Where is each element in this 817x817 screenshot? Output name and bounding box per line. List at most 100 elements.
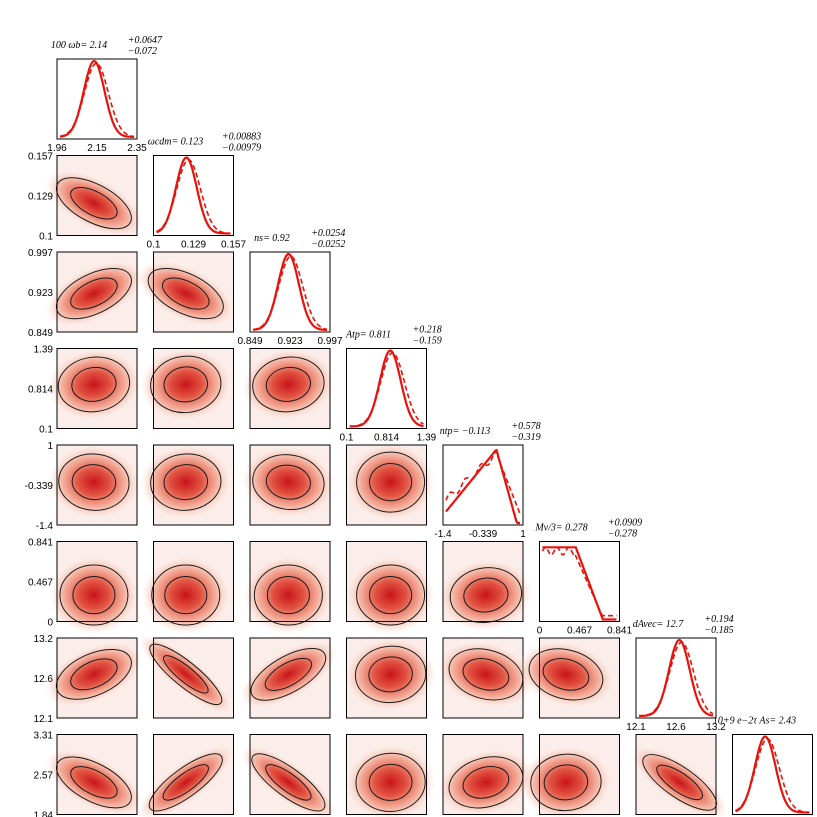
xtick-n_tp-diag-2: 1 [520, 529, 526, 540]
joint-contour-1-n_tp-M_nu [449, 567, 523, 623]
joint-contour-1-n_s-M_nu [253, 564, 323, 626]
joint-fill-n_tp-A_s [438, 749, 534, 816]
ytick-d_A-2: 13.2 [34, 634, 54, 645]
joint-fill-A_tp-M_nu [346, 556, 435, 635]
xtick-n_s-diag-0: 0.849 [237, 336, 262, 347]
joint-contour-1-omega_cdm-n_tp [150, 453, 222, 511]
marginal-curve-dashed-A_tp [349, 351, 424, 428]
joint-fill-M_nu-A_s [520, 745, 612, 817]
joint-fill-omega_cdm-n_s [137, 260, 235, 327]
joint-contour-2-A_tp-M_nu [369, 575, 413, 615]
joint-fill-M_nu-d_A [518, 641, 614, 708]
joint-border-omega_b-n_s [56, 251, 138, 333]
ytick-M_nu-2: 0.841 [28, 538, 53, 549]
joint-density-omega_b-n_tp [48, 445, 140, 519]
joint-contour-1-M_nu-d_A [528, 648, 604, 701]
xtick-n_tp-diag-1: -0.339 [469, 529, 498, 540]
marginal-title-sub-d_A: −0.185 [704, 625, 733, 636]
joint-density-omega_cdm-A_s [138, 745, 234, 817]
joint-contour-1-omega_cdm-A_tp [150, 355, 222, 414]
joint-border-omega_b-M_nu [56, 541, 138, 622]
joint-fill-A_tp-A_s [345, 744, 436, 817]
joint-fill-A_tp-d_A [344, 637, 437, 712]
ytick-d_A-1: 12.6 [34, 674, 54, 685]
ytick-A_s-1: 2.57 [34, 771, 54, 782]
joint-contour-2-omega_b-A_s [70, 766, 118, 799]
marginal-title-omega_b: 100 ωb= 2.14 [51, 40, 107, 51]
marginal-title-sup-A_tp: +0.218 [413, 325, 442, 336]
joint-border-omega_cdm-n_tp [153, 444, 234, 526]
xtick-d_A-diag-0: 12.1 [626, 722, 646, 733]
marginal-title-sub-M_nu: −0.278 [608, 529, 637, 540]
marginal-title-sup-M_nu: +0.0909 [608, 518, 642, 529]
marginal-curve-n_tp [445, 448, 520, 525]
joint-density-omega_cdm-A_tp [140, 347, 232, 422]
xtick-n_s-diag-1: 0.923 [277, 336, 302, 347]
xtick-omega_b-diag-0: 1.96 [47, 143, 67, 154]
joint-contour-2-M_nu-A_s [543, 764, 589, 801]
joint-contour-2-A_tp-A_s [368, 763, 413, 801]
joint-fill-omega_cdm-M_nu [141, 556, 230, 635]
joint-fill-n_s-n_tp [242, 446, 335, 518]
joint-contour-2-n_s-A_s [265, 764, 312, 801]
joint-contour-1-n_s-d_A [250, 648, 327, 701]
xtick-A_tp-diag-0: 0.1 [340, 433, 354, 444]
joint-contour-1-n_s-A_s [251, 753, 326, 812]
joint-border-omega_b-A_s [56, 734, 138, 815]
joint-border-omega_cdm-A_s [153, 734, 234, 815]
marginal-title-sub-omega_cdm: −0.00979 [222, 143, 261, 154]
joint-fill-n_tp-d_A [438, 641, 534, 708]
marginal-title-M_nu: Mν/3= 0.278 [534, 523, 587, 534]
marginal-title-d_A: dAvec= 12.7 [633, 619, 685, 630]
joint-contour-2-omega_cdm-M_nu [164, 575, 208, 615]
ytick-n_s-0: 0.849 [28, 328, 53, 339]
xtick-A_tp-diag-2: 1.39 [417, 433, 437, 444]
joint-border-n_tp-M_nu [442, 541, 524, 622]
marginal-curve-M_nu [542, 546, 617, 621]
joint-contour-1-A_tp-n_tp [356, 451, 426, 513]
joint-fill-omega_cdm-A_s [138, 745, 234, 817]
joint-density-n_s-d_A [239, 640, 337, 709]
joint-density-omega_cdm-M_nu [141, 556, 230, 635]
joint-border-n_s-A_s [249, 734, 331, 815]
joint-fill-omega_b-M_nu [49, 556, 139, 635]
joint-density-omega_b-A_s [45, 749, 143, 816]
joint-contour-2-n_tp-M_nu [463, 577, 509, 613]
joint-contour-1-omega_cdm-n_s [147, 268, 224, 320]
joint-fill-n_s-A_tp [242, 348, 335, 421]
marginal-frame-n_s [249, 251, 331, 333]
joint-border-omega_cdm-n_s [153, 251, 234, 333]
joint-fill-omega_b-A_tp [47, 348, 141, 421]
ytick-n_tp-0: -1.4 [36, 521, 54, 532]
joint-contour-1-n_s-n_tp [252, 454, 325, 510]
joint-fill-n_tp-M_nu [439, 559, 533, 631]
marginal-curve-dashed-A_s [735, 737, 810, 814]
joint-fill-omega_cdm-d_A [139, 635, 233, 714]
joint-contour-1-A_tp-M_nu [356, 564, 426, 626]
joint-border-n_s-A_tp [249, 348, 331, 429]
marginal-title-sup-omega_cdm: +0.00883 [222, 132, 261, 143]
xtick-d_A-diag-2: 13.2 [706, 722, 726, 733]
marginal-curve-dashed-M_nu [541, 546, 617, 617]
ytick-M_nu-1: 0.467 [28, 578, 53, 589]
joint-fill-omega_b-n_s [45, 260, 143, 327]
marginal-title-sup-n_tp: +0.578 [511, 421, 540, 432]
marginal-title-sub-A_tp: −0.159 [413, 336, 442, 347]
joint-density-omega_b-M_nu [49, 556, 139, 635]
joint-density-A_tp-A_s [345, 744, 436, 817]
joint-contour-1-omega_cdm-A_s [148, 753, 223, 812]
xtick-d_A-diag-1: 12.6 [666, 722, 686, 733]
marginal-frame-A_tp [346, 348, 427, 429]
ytick-omega_cdm-0: 0.1 [39, 232, 53, 243]
joint-fill-omega_b-omega_cdm [45, 170, 143, 237]
joint-contour-2-n_s-A_tp [265, 366, 311, 402]
joint-fill-d_A-A_s [631, 746, 728, 817]
marginal-curve-dashed-n_s [252, 255, 328, 331]
marginal-curve-dashed-omega_cdm [156, 158, 231, 235]
joint-density-omega_cdm-n_tp [140, 445, 232, 519]
joint-density-A_tp-d_A [344, 637, 437, 712]
joint-contour-2-A_tp-d_A [368, 656, 413, 693]
xtick-M_nu-diag-0: 0 [537, 626, 543, 637]
joint-fill-omega_cdm-A_tp [140, 347, 232, 422]
xtick-omega_cdm-diag-1: 0.129 [181, 240, 206, 251]
